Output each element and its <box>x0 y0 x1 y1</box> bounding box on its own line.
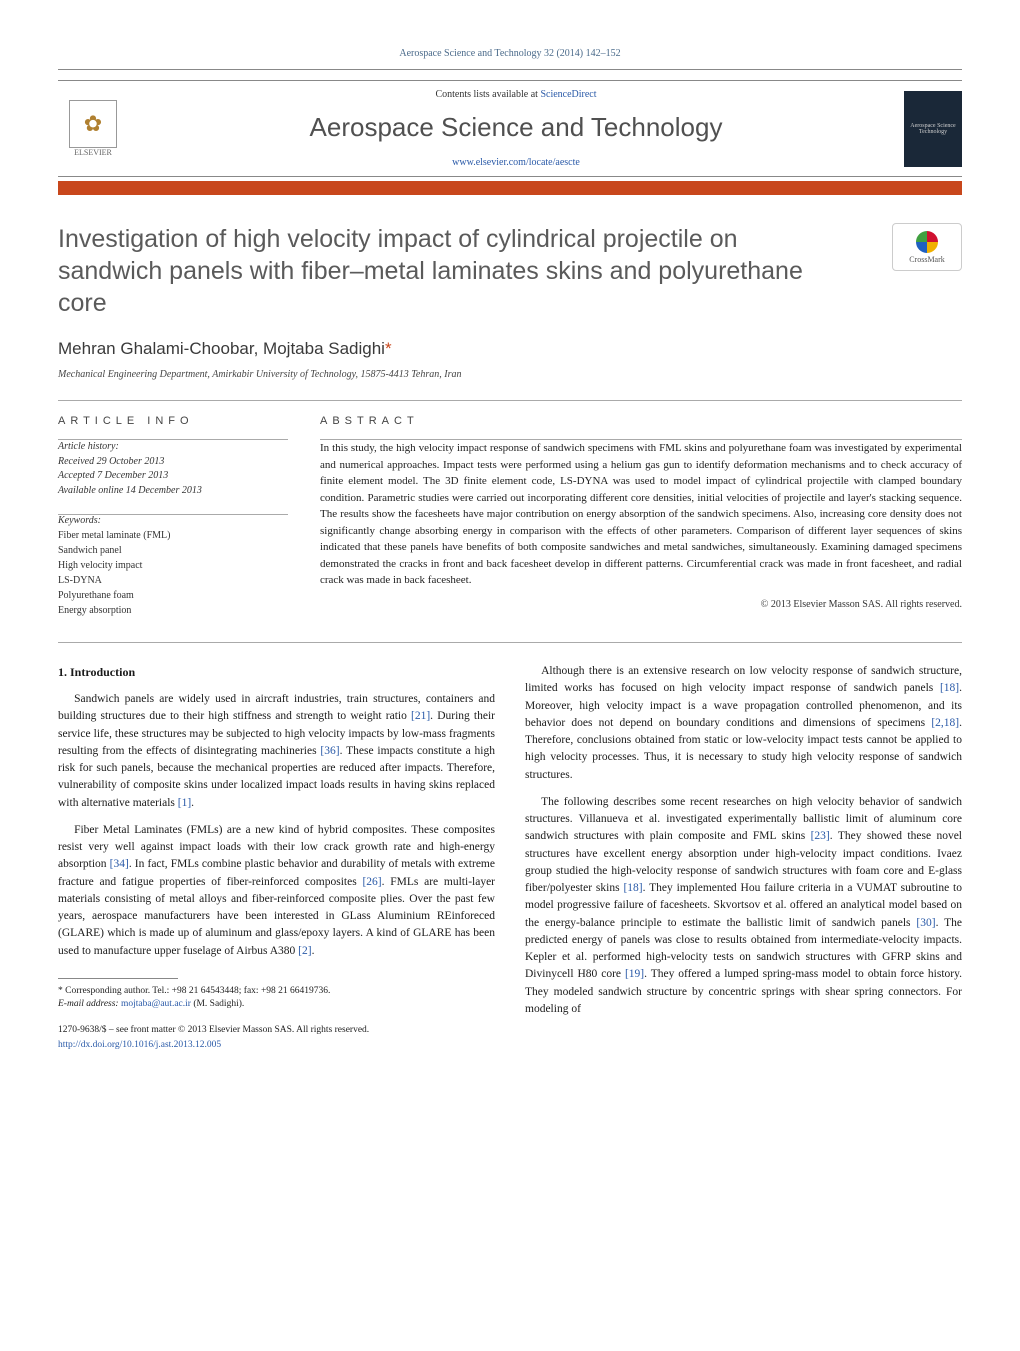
email-label: E-mail address: <box>58 999 119 1009</box>
cover-text: Aerospace Science Technology <box>908 123 958 135</box>
intro-heading: 1. Introduction <box>58 663 495 681</box>
footer-meta: 1270-9638/$ – see front matter © 2013 El… <box>58 1023 495 1052</box>
journal-homepage-link[interactable]: www.elsevier.com/locate/aescte <box>452 157 580 168</box>
body-para: Fiber Metal Laminates (FMLs) are a new k… <box>58 822 495 960</box>
body-columns: 1. Introduction Sandwich panels are wide… <box>58 663 962 1052</box>
paper-title: Investigation of high velocity impact of… <box>58 223 838 319</box>
page-root: Aerospace Science and Technology 32 (201… <box>0 0 1020 1092</box>
keywords-label: Keywords: <box>58 515 288 526</box>
footnote-text: Corresponding author. Tel.: +98 21 64543… <box>65 986 330 996</box>
issn-line: 1270-9638/$ – see front matter © 2013 El… <box>58 1023 495 1037</box>
article-info-column: ARTICLE INFO Article history: Received 2… <box>58 415 288 618</box>
header-top-rule <box>58 69 962 70</box>
journal-title: Aerospace Science and Technology <box>128 112 904 143</box>
abstract-copyright: © 2013 Elsevier Masson SAS. All rights r… <box>320 599 962 610</box>
keyword: High velocity impact <box>58 558 288 573</box>
body-para: The following describes some recent rese… <box>525 794 962 1018</box>
keywords-list: Fiber metal laminate (FML) Sandwich pane… <box>58 528 288 618</box>
affiliation: Mechanical Engineering Department, Amirk… <box>58 369 962 380</box>
history-online: Available online 14 December 2013 <box>58 484 288 499</box>
corr-email-link[interactable]: mojtaba@aut.ac.ir <box>121 999 191 1009</box>
header-center: Contents lists available at ScienceDirec… <box>128 89 904 168</box>
abstract-label: ABSTRACT <box>320 415 962 427</box>
info-top-rule <box>58 400 962 401</box>
corresponding-mark: * <box>385 339 392 358</box>
info-abstract-row: ARTICLE INFO Article history: Received 2… <box>58 415 962 618</box>
doi-link[interactable]: http://dx.doi.org/10.1016/j.ast.2013.12.… <box>58 1040 221 1050</box>
publisher-logo: ✿ ELSEVIER <box>58 90 128 168</box>
keyword: Fiber metal laminate (FML) <box>58 528 288 543</box>
history-label: Article history: <box>58 440 288 455</box>
title-row: Investigation of high velocity impact of… <box>58 223 962 319</box>
article-info-label: ARTICLE INFO <box>58 415 288 427</box>
crossmark-icon <box>916 231 938 253</box>
article-history: Article history: Received 29 October 201… <box>58 440 288 498</box>
journal-reference: Aerospace Science and Technology 32 (201… <box>58 48 962 59</box>
sciencedirect-link[interactable]: ScienceDirect <box>540 89 596 100</box>
authors-names: Mehran Ghalami-Choobar, Mojtaba Sadighi <box>58 339 385 358</box>
body-para: Sandwich panels are widely used in aircr… <box>58 691 495 812</box>
footnote-mark: * <box>58 986 63 996</box>
journal-header: ✿ ELSEVIER Contents lists available at S… <box>58 80 962 177</box>
keyword: Sandwich panel <box>58 543 288 558</box>
footnote-rule <box>58 978 178 979</box>
authors-line: Mehran Ghalami-Choobar, Mojtaba Sadighi* <box>58 339 962 359</box>
contents-prefix: Contents lists available at <box>435 89 540 100</box>
keyword: Energy absorption <box>58 603 288 618</box>
contents-available-line: Contents lists available at ScienceDirec… <box>128 89 904 100</box>
left-column: 1. Introduction Sandwich panels are wide… <box>58 663 495 1052</box>
crossmark-label: CrossMark <box>909 255 945 264</box>
abstract-column: ABSTRACT In this study, the high velocit… <box>320 415 962 618</box>
email-attrib: (M. Sadighi). <box>193 999 244 1009</box>
keyword: LS-DYNA <box>58 573 288 588</box>
history-received: Received 29 October 2013 <box>58 455 288 470</box>
crossmark-badge[interactable]: CrossMark <box>892 223 962 271</box>
corresponding-footnote: * Corresponding author. Tel.: +98 21 645… <box>58 985 495 1012</box>
accent-bar <box>58 181 962 195</box>
body-top-rule <box>58 642 962 643</box>
journal-homepage: www.elsevier.com/locate/aescte <box>128 157 904 168</box>
publisher-label: ELSEVIER <box>74 148 112 157</box>
elsevier-tree-icon: ✿ <box>69 100 117 148</box>
history-accepted: Accepted 7 December 2013 <box>58 469 288 484</box>
keyword: Polyurethane foam <box>58 588 288 603</box>
body-para: Although there is an extensive research … <box>525 663 962 784</box>
right-column: Although there is an extensive research … <box>525 663 962 1052</box>
journal-cover-thumb: Aerospace Science Technology <box>904 91 962 167</box>
abstract-text: In this study, the high velocity impact … <box>320 440 962 589</box>
